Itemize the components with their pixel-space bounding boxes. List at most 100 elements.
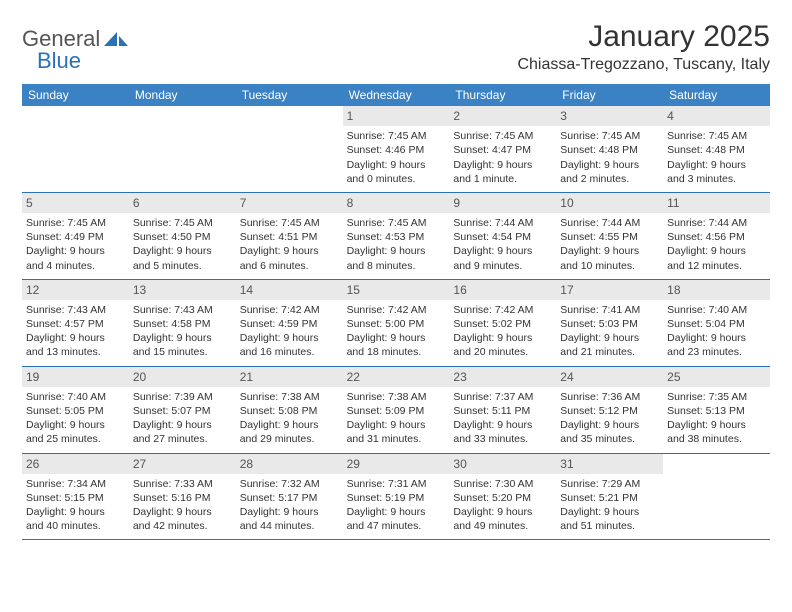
calendar-grid: Sunday Monday Tuesday Wednesday Thursday…	[22, 84, 770, 540]
dow-tuesday: Tuesday	[236, 84, 343, 106]
daylight-text: Daylight: 9 hours and 47 minutes.	[347, 505, 446, 533]
sunset-text: Sunset: 5:08 PM	[240, 404, 339, 418]
sunset-text: Sunset: 5:12 PM	[560, 404, 659, 418]
sunset-text: Sunset: 4:46 PM	[347, 143, 446, 157]
day-number: 2	[449, 106, 556, 126]
daylight-text: Daylight: 9 hours and 9 minutes.	[453, 244, 552, 272]
sunset-text: Sunset: 4:54 PM	[453, 230, 552, 244]
day-number: 7	[236, 193, 343, 213]
sunrise-text: Sunrise: 7:45 AM	[667, 129, 766, 143]
dow-monday: Monday	[129, 84, 236, 106]
sunset-text: Sunset: 5:21 PM	[560, 491, 659, 505]
day-number: 30	[449, 454, 556, 474]
sunrise-text: Sunrise: 7:43 AM	[133, 303, 232, 317]
daylight-text: Daylight: 9 hours and 33 minutes.	[453, 418, 552, 446]
daylight-text: Daylight: 9 hours and 6 minutes.	[240, 244, 339, 272]
daylight-text: Daylight: 9 hours and 12 minutes.	[667, 244, 766, 272]
dow-friday: Friday	[556, 84, 663, 106]
sunset-text: Sunset: 5:03 PM	[560, 317, 659, 331]
sunset-text: Sunset: 5:04 PM	[667, 317, 766, 331]
week-row: 5Sunrise: 7:45 AMSunset: 4:49 PMDaylight…	[22, 193, 770, 280]
daylight-text: Daylight: 9 hours and 3 minutes.	[667, 158, 766, 186]
sunset-text: Sunset: 4:49 PM	[26, 230, 125, 244]
week-row: 19Sunrise: 7:40 AMSunset: 5:05 PMDayligh…	[22, 367, 770, 454]
sunset-text: Sunset: 5:09 PM	[347, 404, 446, 418]
sunset-text: Sunset: 4:56 PM	[667, 230, 766, 244]
day-number: 8	[343, 193, 450, 213]
day-number: 14	[236, 280, 343, 300]
sunrise-text: Sunrise: 7:29 AM	[560, 477, 659, 491]
day-cell: 9Sunrise: 7:44 AMSunset: 4:54 PMDaylight…	[449, 193, 556, 279]
daylight-text: Daylight: 9 hours and 13 minutes.	[26, 331, 125, 359]
day-cell: 31Sunrise: 7:29 AMSunset: 5:21 PMDayligh…	[556, 454, 663, 540]
sunrise-text: Sunrise: 7:34 AM	[26, 477, 125, 491]
day-cell: 4Sunrise: 7:45 AMSunset: 4:48 PMDaylight…	[663, 106, 770, 192]
sunset-text: Sunset: 4:53 PM	[347, 230, 446, 244]
daylight-text: Daylight: 9 hours and 49 minutes.	[453, 505, 552, 533]
day-number: 23	[449, 367, 556, 387]
sunrise-text: Sunrise: 7:42 AM	[240, 303, 339, 317]
day-cell: 10Sunrise: 7:44 AMSunset: 4:55 PMDayligh…	[556, 193, 663, 279]
day-cell: 11 Sunrise: 7:44 AMSunset: 4:56 PMDayligh…	[663, 193, 770, 279]
sunset-text: Sunset: 5:13 PM	[667, 404, 766, 418]
sunrise-text: Sunrise: 7:45 AM	[560, 129, 659, 143]
sunrise-text: Sunrise: 7:45 AM	[133, 216, 232, 230]
dow-sunday: Sunday	[22, 84, 129, 106]
sunrise-text: Sunrise: 7:44 AM	[667, 216, 766, 230]
sunrise-text: Sunrise: 7:45 AM	[26, 216, 125, 230]
month-title: January 2025	[517, 20, 770, 54]
day-cell	[129, 106, 236, 192]
sunrise-text: Sunrise: 7:43 AM	[26, 303, 125, 317]
daylight-text: Daylight: 9 hours and 51 minutes.	[560, 505, 659, 533]
day-cell: 22Sunrise: 7:38 AMSunset: 5:09 PMDayligh…	[343, 367, 450, 453]
sunset-text: Sunset: 5:17 PM	[240, 491, 339, 505]
daylight-text: Daylight: 9 hours and 20 minutes.	[453, 331, 552, 359]
location: Chiassa-Tregozzano, Tuscany, Italy	[517, 56, 770, 74]
sunrise-text: Sunrise: 7:35 AM	[667, 390, 766, 404]
day-number: 13	[129, 280, 236, 300]
day-number: 9	[449, 193, 556, 213]
sunset-text: Sunset: 4:58 PM	[133, 317, 232, 331]
sunrise-text: Sunrise: 7:42 AM	[453, 303, 552, 317]
daylight-text: Daylight: 9 hours and 10 minutes.	[560, 244, 659, 272]
header: General Blue January 2025 Chiassa-Tregoz…	[22, 20, 770, 74]
day-cell	[22, 106, 129, 192]
sunset-text: Sunset: 5:15 PM	[26, 491, 125, 505]
daylight-text: Daylight: 9 hours and 27 minutes.	[133, 418, 232, 446]
calendar-page: General Blue January 2025 Chiassa-Tregoz…	[0, 0, 792, 560]
day-cell: 21Sunrise: 7:38 AMSunset: 5:08 PMDayligh…	[236, 367, 343, 453]
sunrise-text: Sunrise: 7:44 AM	[560, 216, 659, 230]
dow-header-row: Sunday Monday Tuesday Wednesday Thursday…	[22, 84, 770, 106]
daylight-text: Daylight: 9 hours and 16 minutes.	[240, 331, 339, 359]
day-cell: 23Sunrise: 7:37 AMSunset: 5:11 PMDayligh…	[449, 367, 556, 453]
sunrise-text: Sunrise: 7:42 AM	[347, 303, 446, 317]
sunset-text: Sunset: 4:48 PM	[667, 143, 766, 157]
sunset-text: Sunset: 4:47 PM	[453, 143, 552, 157]
daylight-text: Daylight: 9 hours and 23 minutes.	[667, 331, 766, 359]
day-cell: 25Sunrise: 7:35 AMSunset: 5:13 PMDayligh…	[663, 367, 770, 453]
day-cell: 14 Sunrise: 7:42 AMSunset: 4:59 PMDayligh…	[236, 280, 343, 366]
day-number: 3	[556, 106, 663, 126]
sunrise-text: Sunrise: 7:36 AM	[560, 390, 659, 404]
day-cell: 30Sunrise: 7:30 AMSunset: 5:20 PMDayligh…	[449, 454, 556, 540]
day-number: 6	[129, 193, 236, 213]
day-number: 29	[343, 454, 450, 474]
daylight-text: Daylight: 9 hours and 44 minutes.	[240, 505, 339, 533]
day-cell: 18Sunrise: 7:40 AMSunset: 5:04 PMDayligh…	[663, 280, 770, 366]
daylight-text: Daylight: 9 hours and 1 minute.	[453, 158, 552, 186]
day-cell: 24Sunrise: 7:36 AMSunset: 5:12 PMDayligh…	[556, 367, 663, 453]
day-number: 11	[663, 193, 770, 213]
sunset-text: Sunset: 5:19 PM	[347, 491, 446, 505]
day-cell: 2 Sunrise: 7:45 AMSunset: 4:47 PMDaylight…	[449, 106, 556, 192]
dow-saturday: Saturday	[663, 84, 770, 106]
day-number	[236, 106, 343, 126]
day-cell: 19Sunrise: 7:40 AMSunset: 5:05 PMDayligh…	[22, 367, 129, 453]
sunset-text: Sunset: 4:59 PM	[240, 317, 339, 331]
week-row: 26Sunrise: 7:34 AMSunset: 5:15 PMDayligh…	[22, 454, 770, 541]
sunrise-text: Sunrise: 7:45 AM	[240, 216, 339, 230]
sunrise-text: Sunrise: 7:45 AM	[453, 129, 552, 143]
dow-thursday: Thursday	[449, 84, 556, 106]
day-cell: 7Sunrise: 7:45 AMSunset: 4:51 PMDaylight…	[236, 193, 343, 279]
day-cell: 26Sunrise: 7:34 AMSunset: 5:15 PMDayligh…	[22, 454, 129, 540]
sunrise-text: Sunrise: 7:33 AM	[133, 477, 232, 491]
